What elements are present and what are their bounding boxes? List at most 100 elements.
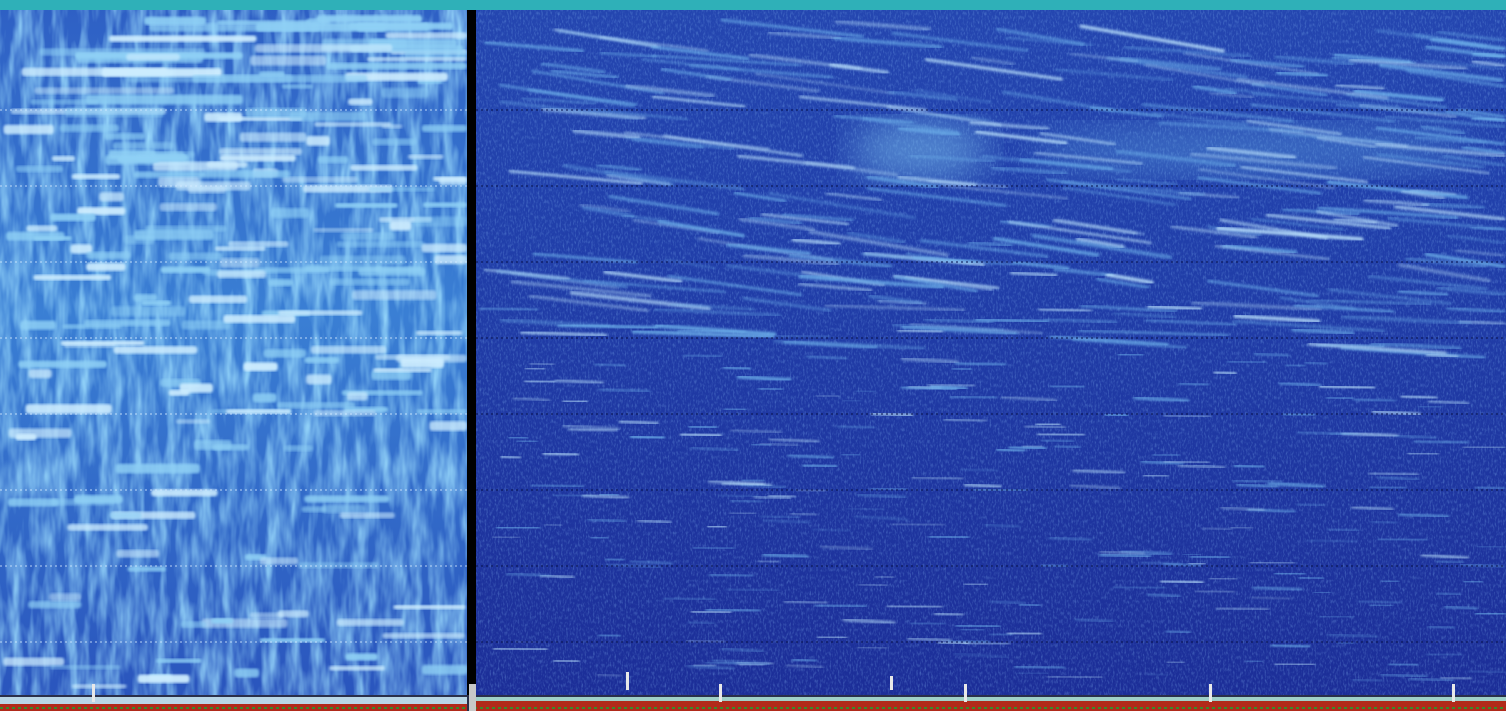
echo-streak <box>1119 56 1222 72</box>
echo-streak <box>1467 669 1505 674</box>
echo-streak <box>1316 210 1399 227</box>
echo-band <box>175 419 211 424</box>
echo-band <box>319 255 406 265</box>
echo-streak <box>1233 464 1266 469</box>
echo-streak <box>605 557 625 562</box>
echo-band <box>49 665 121 670</box>
echo-band <box>126 53 180 61</box>
echo-band <box>289 111 366 121</box>
echo-streak <box>1425 44 1506 60</box>
echo-band <box>416 409 467 414</box>
divider-handle[interactable] <box>469 684 476 711</box>
echo-band <box>84 319 171 327</box>
echo-streak <box>1454 249 1505 257</box>
echo-band <box>99 192 124 202</box>
echo-streak <box>1251 596 1292 601</box>
echo-streak <box>1071 337 1188 349</box>
echo-streak <box>1162 561 1202 568</box>
echo-streak <box>654 307 782 317</box>
echo-streak <box>1039 132 1116 146</box>
echo-streak <box>624 83 715 98</box>
echo-band <box>159 203 218 212</box>
echo-streak <box>707 479 766 487</box>
echo-band <box>124 235 155 244</box>
echo-streak <box>1006 631 1042 636</box>
echo-streak <box>1318 614 1354 620</box>
echo-band <box>49 593 82 601</box>
echo-streak <box>1208 92 1255 99</box>
echo-streak <box>1177 464 1226 469</box>
echo-streak <box>572 128 641 140</box>
echo-streak <box>562 399 588 403</box>
echo-streak <box>1240 166 1369 184</box>
echo-band <box>429 421 467 431</box>
echo-band <box>51 155 76 162</box>
time-marker <box>92 684 95 702</box>
echo-streak <box>1378 63 1504 83</box>
echo-streak <box>1471 116 1506 122</box>
echo-streak <box>1233 320 1386 333</box>
echo-streak <box>687 664 735 671</box>
echo-streak <box>1328 432 1361 436</box>
echo-streak <box>1279 296 1356 310</box>
echo-band <box>434 254 467 265</box>
echo-streak <box>1427 400 1470 405</box>
echo-band <box>77 207 126 215</box>
echo-band <box>33 274 112 281</box>
echo-streak <box>1197 176 1322 195</box>
echo-streak <box>1475 486 1505 490</box>
echo-streak <box>690 609 732 615</box>
echo-streak <box>1219 506 1266 512</box>
echo-band <box>250 55 327 66</box>
echo-streak <box>760 213 849 225</box>
echo-streak <box>1145 319 1237 326</box>
echo-streak <box>1293 303 1395 313</box>
echo-band <box>281 176 358 183</box>
echo-band <box>156 658 202 663</box>
echo-streak <box>1104 412 1129 418</box>
echo-streak <box>1397 263 1491 283</box>
left-scale-bar <box>0 697 467 704</box>
echo-streak <box>788 253 892 269</box>
echo-streak <box>1421 59 1505 70</box>
echo-band <box>368 186 436 192</box>
echo-streak <box>988 632 1014 637</box>
echo-band <box>348 22 454 30</box>
echo-streak <box>1079 24 1225 53</box>
echo-streak <box>1249 103 1396 123</box>
echo-streak <box>1376 126 1506 146</box>
echo-streak <box>924 57 1064 81</box>
echo-band <box>204 112 243 122</box>
echo-streak <box>1268 128 1409 148</box>
echo-band <box>366 57 467 62</box>
echo-streak <box>1418 405 1443 409</box>
echo-band <box>219 154 296 162</box>
echo-streak <box>679 432 722 438</box>
echo-streak <box>1009 271 1058 277</box>
echo-streak <box>1394 205 1506 221</box>
echo-streak <box>756 559 780 564</box>
echo-band <box>157 177 200 187</box>
echo-streak <box>768 192 916 220</box>
echo-band <box>415 330 463 336</box>
echo-streak <box>596 673 622 678</box>
echo-band <box>381 124 403 129</box>
echo-streak <box>825 192 883 201</box>
echo-streak <box>1368 275 1488 290</box>
echo-streak <box>1192 84 1237 96</box>
echo-streak <box>892 274 1000 290</box>
echo-streak <box>1140 460 1185 466</box>
echo-band <box>381 87 429 98</box>
echo-streak <box>1435 559 1465 564</box>
echo-band <box>30 99 99 105</box>
echo-streak <box>1236 482 1279 489</box>
echo-streak <box>661 67 732 81</box>
panel-divider <box>467 10 476 695</box>
echo-streak <box>651 54 801 66</box>
echo-band <box>34 87 175 94</box>
echo-band <box>373 368 432 373</box>
echo-streak <box>1055 68 1174 82</box>
echo-streak <box>722 366 752 371</box>
echo-streak <box>1159 579 1204 585</box>
echo-streak <box>1379 673 1428 678</box>
